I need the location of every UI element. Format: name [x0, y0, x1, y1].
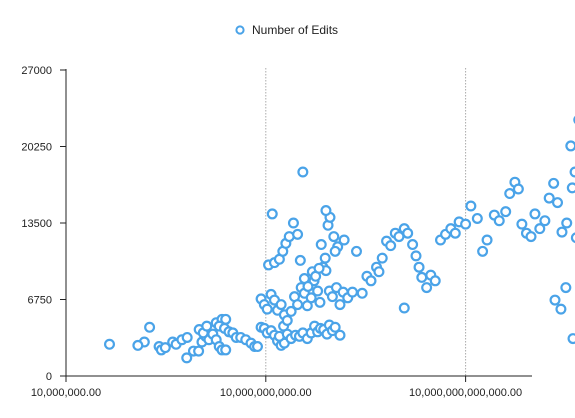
data-point: [193, 345, 205, 357]
data-point: [471, 212, 483, 224]
x-tick-label: 10,000,000.00: [31, 387, 101, 399]
data-point: [556, 226, 568, 238]
data-point: [319, 252, 331, 264]
data-point: [302, 280, 314, 292]
data-point: [460, 218, 472, 230]
data-point: [292, 228, 304, 240]
data-point: [481, 234, 493, 246]
data-point: [565, 140, 575, 152]
y-tick-label: 20250: [21, 142, 52, 154]
data-point: [561, 217, 573, 229]
data-point: [220, 344, 232, 356]
data-point: [429, 275, 441, 287]
data-point: [181, 331, 193, 343]
data-point: [410, 250, 422, 262]
y-axis-ticks: 0 6750 13500 20250 27000: [21, 65, 66, 383]
data-point: [516, 218, 528, 230]
data-point: [313, 262, 325, 274]
data-point: [569, 166, 575, 178]
data-points: [104, 115, 575, 364]
data-point: [261, 303, 273, 315]
data-point: [305, 292, 317, 304]
data-point: [181, 352, 193, 364]
data-point: [159, 342, 171, 354]
data-point: [104, 338, 116, 350]
y-tick-label: 0: [46, 371, 52, 383]
data-point: [356, 287, 368, 299]
data-point: [477, 245, 489, 257]
data-point: [493, 215, 505, 227]
y-tick-label: 27000: [21, 65, 52, 77]
data-point: [334, 299, 346, 311]
data-point: [285, 305, 297, 317]
data-point: [512, 183, 524, 195]
data-point: [338, 234, 350, 246]
data-point: [373, 266, 385, 278]
data-point: [320, 205, 332, 217]
x-tick-label: 10,000,000,000,000.00: [409, 387, 522, 399]
data-point: [292, 299, 304, 311]
data-point: [329, 321, 341, 333]
data-point: [275, 299, 287, 311]
data-point: [549, 294, 561, 306]
legend-marker: [235, 25, 245, 35]
data-point: [560, 282, 572, 294]
data-point: [416, 271, 428, 283]
data-point: [548, 177, 560, 189]
data-point: [534, 223, 546, 235]
data-point: [407, 239, 419, 251]
legend: Number of Edits: [235, 23, 338, 37]
data-point: [312, 285, 324, 297]
data-point: [421, 282, 433, 294]
data-point: [402, 227, 414, 239]
data-point: [251, 341, 263, 353]
data-point: [543, 192, 555, 204]
y-tick-label: 6750: [28, 295, 52, 307]
data-point: [297, 166, 309, 178]
data-point: [570, 232, 575, 244]
data-point: [385, 240, 397, 252]
data-point: [201, 320, 213, 332]
data-point: [525, 231, 537, 243]
data-point: [315, 239, 327, 251]
data-point: [365, 275, 377, 287]
data-point: [413, 261, 425, 273]
x-tick-label: 10,000,000,000.00: [220, 387, 312, 399]
data-point: [449, 227, 461, 239]
data-point: [328, 231, 340, 243]
data-point: [566, 182, 575, 194]
data-point: [555, 303, 567, 315]
data-point: [376, 252, 388, 264]
data-point: [567, 333, 575, 345]
x-axis-ticks: 10,000,000.00 10,000,000,000.00 10,000,000…: [31, 376, 522, 399]
data-point: [287, 217, 299, 229]
data-point: [294, 254, 306, 266]
data-point: [144, 321, 156, 333]
data-point: [346, 286, 358, 298]
data-point: [539, 215, 551, 227]
data-point: [398, 302, 410, 314]
data-point: [465, 200, 477, 212]
data-point: [500, 206, 512, 218]
data-point: [504, 188, 516, 200]
data-point: [326, 291, 338, 303]
data-point: [552, 197, 564, 209]
legend-label: Number of Edits: [252, 23, 338, 37]
data-point: [281, 314, 293, 326]
data-point: [314, 296, 326, 308]
data-point: [529, 208, 541, 220]
data-point: [132, 339, 144, 351]
data-point: [334, 329, 346, 341]
data-point: [350, 245, 362, 257]
y-tick-label: 13500: [21, 218, 52, 230]
data-point: [329, 245, 341, 257]
data-point: [266, 208, 278, 220]
